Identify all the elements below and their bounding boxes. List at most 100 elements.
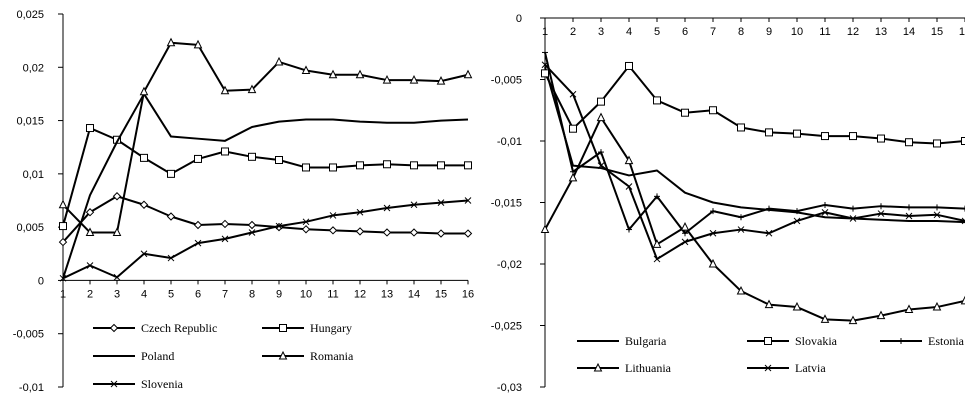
legend-swatch-marker xyxy=(898,338,904,344)
data-point xyxy=(737,123,745,132)
data-point xyxy=(247,84,257,94)
data-point xyxy=(653,96,661,105)
data-point xyxy=(738,214,744,221)
x-tick-label: 14 xyxy=(408,288,420,300)
data-point xyxy=(737,226,745,233)
data-point xyxy=(681,238,689,246)
data-point xyxy=(793,217,801,225)
y-tick-label: 0 xyxy=(516,13,522,25)
data-point xyxy=(792,301,802,311)
series-line xyxy=(62,195,468,243)
data-point xyxy=(962,205,965,212)
data-point xyxy=(933,139,941,148)
legend-label: Bulgaria xyxy=(625,334,667,348)
legend-swatch-marker xyxy=(278,350,288,360)
data-point xyxy=(624,155,634,165)
data-point xyxy=(328,226,338,235)
x-tick-label: 10 xyxy=(300,288,312,300)
data-point xyxy=(794,208,800,215)
data-point xyxy=(652,239,662,248)
legend-item: Romania xyxy=(262,349,354,363)
x-tick-label: 15 xyxy=(931,26,943,38)
x-tick-label: 8 xyxy=(249,288,255,300)
data-point xyxy=(112,192,122,201)
data-point xyxy=(680,221,690,231)
series-bulgaria xyxy=(544,66,965,224)
x-tick-label: 12 xyxy=(847,26,859,38)
legend-label: Hungary xyxy=(310,321,352,335)
data-point xyxy=(410,161,418,170)
y-tick-label: 0 xyxy=(38,275,44,287)
data-point xyxy=(905,138,913,147)
legend-label: Romania xyxy=(310,349,354,363)
legend-item: Czech Republic xyxy=(93,321,217,335)
y-tick-label: -0,01 xyxy=(497,136,522,148)
y-tick-label: -0,02 xyxy=(497,259,522,271)
y-tick-label: 0,005 xyxy=(16,222,44,234)
legend-item: Estonia xyxy=(880,334,965,348)
data-point xyxy=(904,304,914,314)
series-line xyxy=(62,92,469,279)
data-point xyxy=(820,314,830,323)
legend-swatch-marker xyxy=(109,323,119,333)
data-point xyxy=(355,69,365,79)
legend-item: Bulgaria xyxy=(577,334,667,348)
data-point xyxy=(194,239,202,247)
data-point xyxy=(906,204,912,211)
series-lithuania xyxy=(540,112,965,325)
data-point xyxy=(765,229,773,237)
legend-swatch-marker xyxy=(279,324,287,332)
data-point xyxy=(596,112,606,122)
x-tick-label: 10 xyxy=(791,26,803,38)
data-point xyxy=(382,228,392,237)
data-point xyxy=(59,274,67,282)
legend-label: Latvia xyxy=(795,361,826,375)
x-tick-label: 4 xyxy=(626,26,632,38)
legend-label: Poland xyxy=(141,349,174,363)
data-point xyxy=(877,134,885,143)
series-romania xyxy=(58,37,473,236)
data-point xyxy=(764,299,774,309)
legend-item: Hungary xyxy=(262,321,352,335)
series-line xyxy=(544,64,965,261)
data-point xyxy=(302,218,310,226)
legend-item: Slovenia xyxy=(93,377,184,391)
series-latvia xyxy=(541,61,965,263)
x-tick-label: 9 xyxy=(766,26,772,38)
legend-item: Lithuania xyxy=(577,361,672,375)
series-line xyxy=(544,66,965,224)
data-point xyxy=(540,224,550,234)
legend-swatch-marker xyxy=(593,362,603,372)
data-point xyxy=(598,149,604,156)
series-slovenia xyxy=(59,197,472,282)
data-point xyxy=(597,97,605,106)
x-tick-label: 3 xyxy=(114,288,120,300)
data-point xyxy=(597,162,605,169)
data-point xyxy=(86,124,94,133)
data-point xyxy=(410,201,418,209)
x-tick-label: 7 xyxy=(710,26,716,38)
x-tick-label: 14 xyxy=(903,26,915,38)
data-point xyxy=(85,227,95,236)
legend-label: Slovakia xyxy=(795,334,838,348)
y-tick-label: -0,005 xyxy=(13,329,44,341)
x-tick-label: 12 xyxy=(354,288,366,300)
data-point xyxy=(437,161,445,170)
data-point xyxy=(355,227,365,236)
data-point xyxy=(541,69,549,78)
data-point xyxy=(821,132,829,141)
data-point xyxy=(961,137,965,145)
data-point xyxy=(194,154,202,163)
data-point xyxy=(709,229,717,237)
data-point xyxy=(58,237,68,247)
y-tick-label: 0,01 xyxy=(23,169,44,181)
legend-label: Czech Republic xyxy=(141,321,217,335)
x-tick-label: 8 xyxy=(738,26,744,38)
x-tick-label: 11 xyxy=(819,26,830,38)
chart-2: 0-0,005-0,01-0,015-0,02-0,025-0,031 2 3 4 5 6… xyxy=(491,13,965,394)
x-tick-label: 4 xyxy=(141,288,147,300)
data-point xyxy=(765,128,773,137)
data-point xyxy=(793,129,801,138)
data-point xyxy=(112,227,122,236)
